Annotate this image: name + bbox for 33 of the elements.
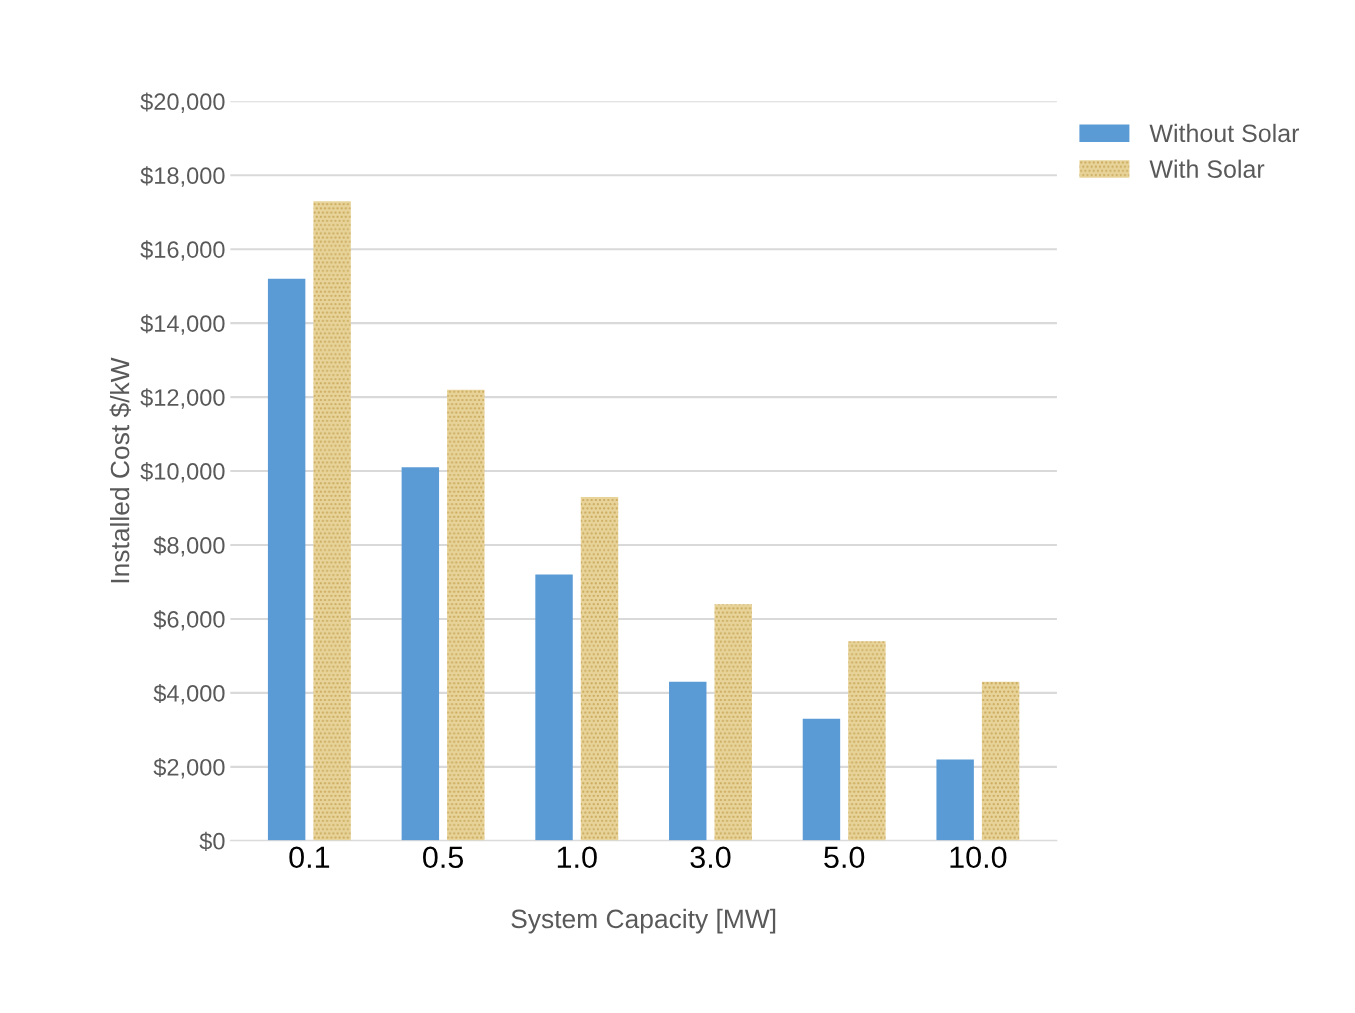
y-tick-label: $4,000 [153, 683, 225, 705]
bar [714, 604, 752, 841]
x-tick-label: 3.0 [690, 846, 731, 869]
y-tick-label: $6,000 [153, 610, 225, 631]
bar [535, 574, 573, 841]
y-tick-label: $10,000 [140, 462, 225, 483]
y-tick-label: $12,000 [140, 388, 225, 409]
bar [401, 467, 440, 841]
x-tick-label: 0.5 [423, 846, 464, 869]
y-tick-label: $16,000 [140, 240, 225, 261]
bar [580, 496, 619, 841]
y-tick-label: $20,000 [140, 92, 225, 113]
y-tick-label: $8,000 [153, 536, 225, 557]
x-tick-label: 5.0 [824, 846, 865, 869]
y-tick-label: $18,000 [140, 166, 225, 187]
y-axis-title: Installed Cost $/kW [109, 357, 131, 583]
y-tick-label: $2,000 [153, 757, 225, 779]
bar [669, 681, 707, 841]
x-tick-label: 1.0 [557, 846, 597, 869]
legend-label: With Solar [1149, 159, 1265, 178]
bar [267, 278, 306, 841]
bar [802, 718, 841, 841]
bar [848, 641, 886, 841]
bar [981, 681, 1020, 841]
y-tick-label: $14,000 [140, 314, 225, 335]
bar [936, 759, 974, 841]
bar [313, 201, 351, 841]
x-tick-label: 0.1 [289, 846, 330, 869]
y-tick-label: $0 [199, 831, 225, 851]
x-axis-title: System Capacity [MW] [511, 908, 776, 934]
legend-label: Without Solar [1149, 123, 1300, 143]
x-tick-label: 10.0 [950, 846, 1007, 869]
bar [447, 389, 485, 841]
